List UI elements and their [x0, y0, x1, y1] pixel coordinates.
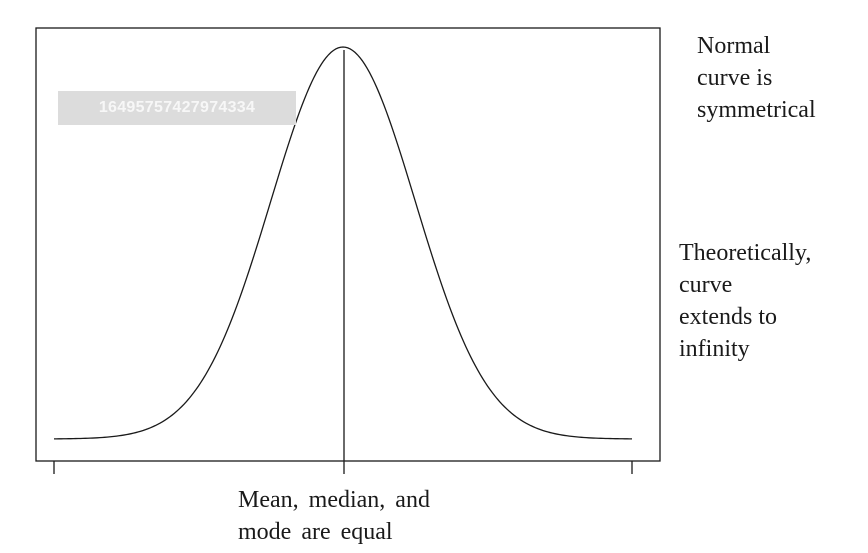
note-symmetric: Normal curve is symmetrical — [697, 30, 816, 126]
bell-curve — [53, 46, 633, 440]
note-line: Mean, median, and — [238, 487, 430, 513]
note-line: Normal — [697, 33, 771, 59]
watermark-label: 16495757427974334 — [58, 91, 296, 125]
note-infinity: Theoretically, curve extends to infinity — [679, 237, 811, 365]
note-line: symmetrical — [697, 97, 816, 123]
note-center: Mean, median, and mode are equal — [238, 484, 430, 548]
note-line: extends to — [679, 304, 777, 330]
note-line: mode are equal — [238, 519, 393, 545]
note-line: curve is — [697, 65, 773, 91]
note-line: infinity — [679, 336, 750, 362]
note-line: Theoretically, — [679, 240, 812, 266]
plot-frame — [35, 27, 661, 462]
note-line: curve — [679, 272, 733, 298]
